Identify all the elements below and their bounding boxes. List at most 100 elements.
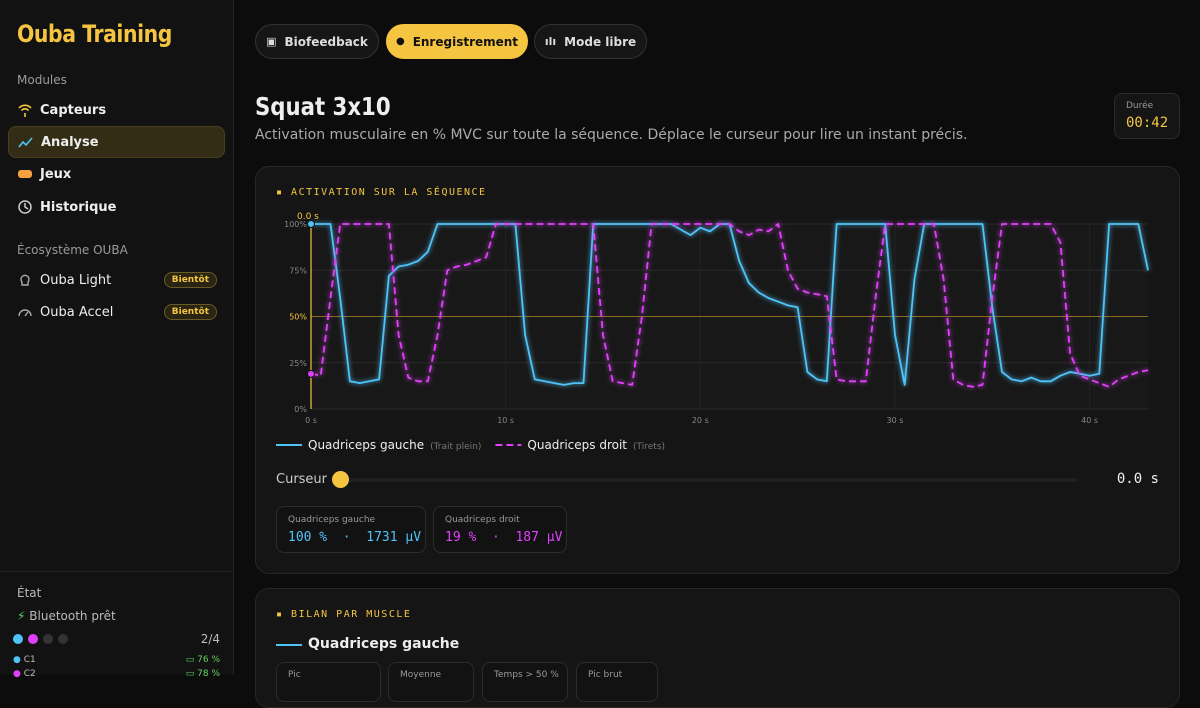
muscle-name: Quadriceps gauche: [308, 636, 460, 652]
tab-label: Enregistrement: [412, 34, 519, 49]
x-tick-label: 10 s: [497, 416, 514, 425]
icon: [18, 104, 32, 117]
stat-box: Pic: [276, 662, 381, 702]
chart-card: ▪ ACTIVATION SUR LA SÉQUENCE 0% 25% 50% 75%…: [255, 166, 1180, 574]
nav-label: Ouba Accel: [40, 304, 114, 320]
battery-level: 78 %: [197, 669, 220, 679]
tab[interactable]: ● Enregistrement: [386, 24, 528, 59]
y-tick-label: 25%: [289, 359, 307, 368]
readout-label: Quadriceps droit: [445, 515, 520, 525]
series-line: [310, 223, 1149, 388]
icon: ılı: [544, 35, 557, 48]
section-label: État: [17, 586, 42, 600]
nav-label: Analyse: [41, 134, 99, 150]
device: ● C1: [13, 655, 36, 665]
device-count: 2/4: [200, 632, 220, 646]
icon: [18, 137, 33, 148]
description: Activation musculaire en % MVC sur toute…: [255, 127, 968, 143]
page-title: Squat 3x10: [255, 92, 391, 121]
legend-note: (Tirets): [633, 442, 665, 452]
stat-label: Moyenne: [400, 670, 442, 680]
chart-title: ACTIVATION SUR LA SÉQUENCE: [291, 187, 487, 198]
battery: ▭ 78 %: [186, 669, 220, 679]
readout: Quadriceps droit 19 % · 187 µV: [433, 506, 567, 553]
readout-label: Quadriceps gauche: [288, 515, 376, 525]
duration-label: Durée: [1126, 101, 1154, 111]
icon: [18, 309, 32, 317]
bluetooth-status: ⚡ Bluetooth prêt: [17, 609, 116, 623]
nav-item[interactable]: Historique: [8, 191, 225, 223]
stat-box: Moyenne: [388, 662, 474, 702]
nav-item[interactable]: Capteurs: [8, 94, 225, 126]
device: ● C2: [13, 669, 36, 679]
battery-level: 76 %: [197, 655, 220, 665]
icon: ⚡: [17, 609, 26, 623]
divider: [0, 571, 233, 572]
battery: ▭ 76 %: [186, 655, 220, 665]
stat-box: Temps > 50 %: [482, 662, 568, 702]
nav-item[interactable]: Jeux: [8, 158, 225, 190]
cursor-value: 0.0 s: [1116, 471, 1159, 487]
y-tick-label: 100%: [284, 220, 307, 229]
x-tick-label: 20 s: [692, 416, 709, 425]
nav-label: Capteurs: [40, 102, 107, 118]
tab-label: Mode libre: [564, 34, 637, 49]
icon: [20, 274, 30, 286]
readout-value: 100 % · 1731 µV: [288, 530, 422, 545]
readout-value: 19 % · 187 µV: [445, 530, 563, 545]
nav-label: Ouba Light: [40, 272, 112, 288]
nav-item[interactable]: Ouba Light Bientôt: [8, 264, 225, 296]
bluetooth-label: Bluetooth prêt: [29, 609, 116, 623]
brand: Ouba Training: [17, 20, 172, 48]
tab[interactable]: ▣ Biofeedback: [255, 24, 379, 59]
summary-title: BILAN PAR MUSCLE: [291, 609, 412, 620]
icon: ▭: [185, 669, 195, 679]
device-name: C1: [23, 655, 36, 665]
badge: Bientôt: [163, 272, 217, 288]
sidebar: Ouba Training Modules Capteurs Analyse J…: [0, 0, 234, 679]
device-name: C2: [23, 669, 36, 679]
cursor-annotation: 0.0 s: [297, 212, 319, 222]
y-tick-label: 50%: [289, 313, 307, 322]
chart: 0% 25% 50% 75% 100% 0 s 10 s 20 s 30 s 40 s 0.0 s Q…: [276, 212, 1149, 452]
nav-item[interactable]: Ouba Accel Bientôt: [8, 296, 225, 328]
summary-card: ▪ BILAN PAR MUSCLE Quadriceps gauche Pic…: [255, 588, 1180, 708]
legend-label: Quadriceps droit: [527, 438, 627, 452]
tab-label: Biofeedback: [284, 34, 368, 49]
legend-swatch: [276, 644, 302, 646]
x-tick-label: 0 s: [305, 416, 317, 425]
device-dots: [13, 634, 68, 644]
stat-label: Pic: [288, 670, 301, 680]
stat-label: Pic brut: [588, 670, 623, 680]
card-header: ▪ ACTIVATION SUR LA SÉQUENCE: [276, 187, 487, 198]
icon: ▭: [185, 655, 195, 665]
cursor-point: [307, 220, 315, 228]
tab[interactable]: ılı Mode libre: [534, 24, 647, 59]
nav-label: Historique: [40, 199, 117, 215]
badge: Bientôt: [163, 304, 217, 320]
section-label: Modules: [17, 73, 67, 87]
legend-label: Quadriceps gauche: [308, 438, 424, 452]
icon: ●: [395, 36, 405, 47]
icon: [18, 200, 32, 214]
x-tick-label: 30 s: [887, 416, 904, 425]
readout: Quadriceps gauche 100 % · 1731 µV: [276, 506, 426, 553]
legend-note: (Trait plein): [430, 442, 481, 452]
slider-knob[interactable]: [332, 471, 349, 488]
nav-label: Jeux: [40, 166, 72, 182]
duration: 00:42: [1126, 115, 1169, 131]
x-tick-label: 40 s: [1081, 416, 1098, 425]
cursor-label: Curseur: [276, 472, 328, 487]
y-tick-label: 75%: [289, 266, 307, 275]
slider-track[interactable]: [341, 478, 1078, 482]
y-tick-label: 0%: [294, 405, 307, 414]
nav-item[interactable]: Analyse: [8, 126, 225, 158]
duration-box: Durée 00:42: [1114, 93, 1180, 139]
card-header: ▪ BILAN PAR MUSCLE: [276, 609, 412, 620]
stat-label: Temps > 50 %: [494, 670, 559, 680]
icon: [18, 170, 32, 178]
section-label: Écosystème OUBA: [17, 243, 128, 257]
stat-box: Pic brut: [576, 662, 658, 702]
icon: ▣: [266, 35, 277, 48]
